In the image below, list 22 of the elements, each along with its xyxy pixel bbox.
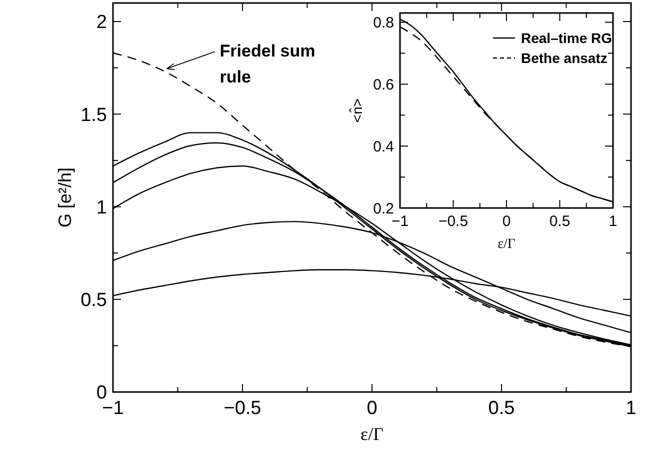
y-axis-title: G [e²/h]	[55, 167, 75, 228]
legend-label: Bethe ansatz	[521, 50, 608, 66]
x-tick-label: 1	[626, 398, 636, 419]
y-tick-label: 0.8	[373, 14, 394, 32]
y-tick-label: 0.5	[80, 290, 107, 312]
y-tick-label: 2	[96, 12, 107, 34]
annotation: Friedel sum rule	[220, 42, 316, 87]
x-tick-label: 0.5	[549, 213, 570, 230]
y-tick-label: 0.2	[373, 200, 394, 218]
x-tick-label: 1	[608, 213, 618, 230]
x-axis-title: ε/Γ	[360, 424, 384, 444]
y-tick-label: 0.4	[373, 138, 394, 156]
y-tick-label: 1.5	[80, 104, 107, 126]
y-axis-title: <n̂>	[348, 98, 365, 123]
x-tick-label: −0.5	[224, 398, 262, 419]
x-axis-title: ε/Γ	[498, 237, 516, 252]
x-tick-label: 0.5	[488, 398, 515, 419]
y-tick-label: 0.6	[373, 76, 394, 94]
x-tick-label: −0.5	[438, 213, 468, 230]
legend-label: Real–time RG	[521, 30, 612, 46]
x-tick-label: −1	[391, 213, 409, 230]
x-tick-label: 0	[502, 213, 511, 230]
